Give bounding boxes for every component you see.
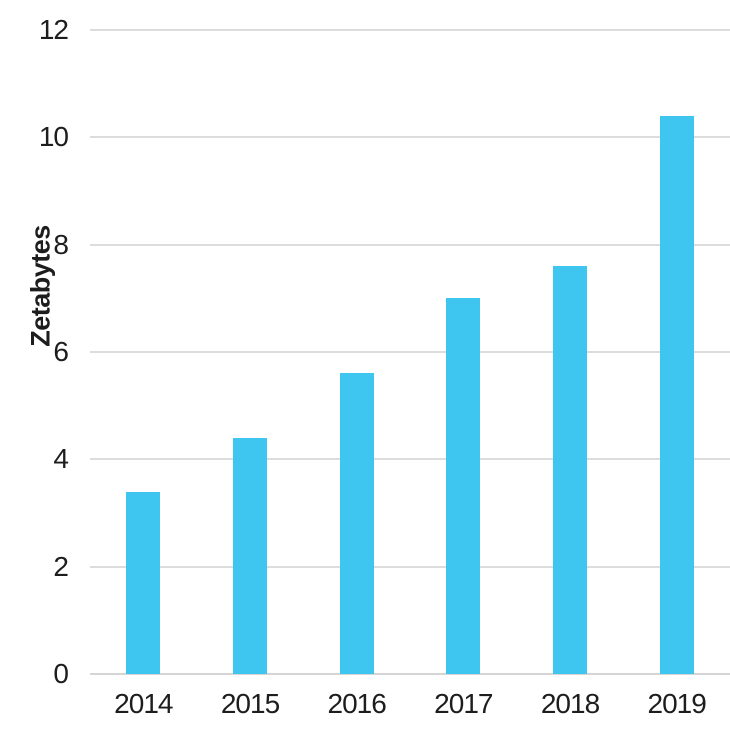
bar-2014	[126, 491, 161, 674]
x-tick-label-2015: 2015	[220, 688, 280, 719]
x-tick-label-2017: 2017	[434, 688, 493, 719]
bar-2015	[233, 437, 267, 674]
y-tick-label-10: 10	[38, 121, 69, 153]
y-tick-label-6: 6	[53, 336, 69, 367]
bar-2018	[553, 266, 587, 674]
x-tick-label-2014: 2014	[114, 688, 173, 719]
gridline-y4	[90, 458, 730, 461]
y-axis-label: Zetabytes	[25, 225, 56, 347]
x-tick-label-2019: 2019	[647, 688, 707, 719]
plot-area: 0 2 4 6 8 10 12 2014 2015 2016 2017 2018 2019	[39, 16, 730, 718]
y-tick-label-8: 8	[53, 228, 69, 260]
gridline-y12	[90, 29, 730, 31]
bar-2019	[659, 115, 694, 674]
y-tick-label-4: 4	[53, 443, 69, 475]
x-axis-line	[90, 673, 730, 675]
gridline-y2	[90, 565, 730, 568]
bar-2016	[339, 373, 374, 674]
y-tick-label-2: 2	[53, 550, 69, 582]
x-tick-label-2018: 2018	[540, 688, 600, 719]
bar-2017	[446, 298, 481, 674]
gridline-y6	[90, 351, 730, 353]
y-tick-label-12: 12	[38, 14, 69, 45]
x-tick-label-2016: 2016	[327, 688, 387, 719]
gridline-y10	[90, 136, 730, 139]
y-tick-label-0: 0	[53, 658, 69, 689]
gridline-y8	[90, 243, 730, 246]
